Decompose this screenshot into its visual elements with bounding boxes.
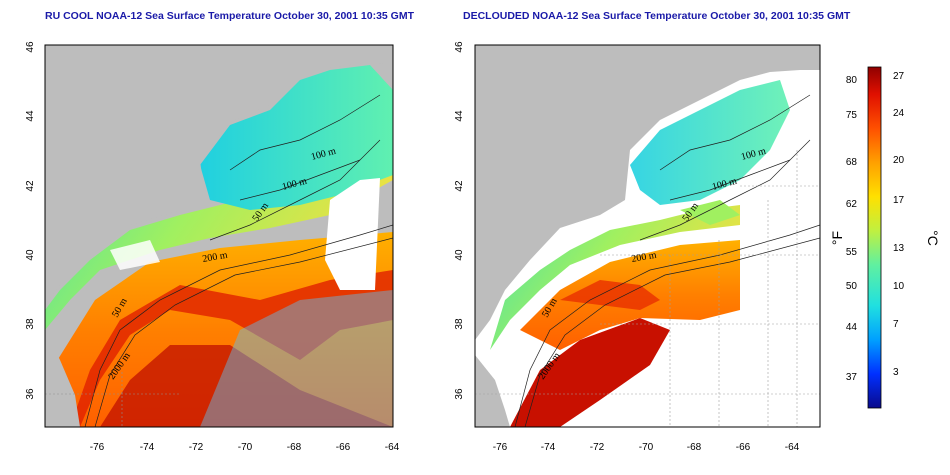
colorbar-c-tick: 27 [893,71,905,82]
colorbar-c-tick: 10 [893,281,905,292]
colorbar-f-tick: 75 [846,110,858,121]
right-y-axis: 46 44 42 40 38 36 [454,41,465,400]
colorbar-fahrenheit-unit: °F [829,231,845,245]
left-cloud-noise [200,290,393,427]
right-contours [514,94,820,427]
right-xtick: -74 [541,442,556,453]
right-ytick: 46 [454,41,465,53]
left-ytick: 44 [25,110,36,122]
left-ytick: 38 [25,318,36,330]
colorbar-f-tick: 37 [846,372,858,383]
left-gulf-core [100,345,393,427]
left-land-north [45,45,393,305]
left-map [45,45,393,427]
right-gulf-stream [510,318,670,427]
right-xtick: -64 [785,442,800,453]
colorbar-gradient [867,66,882,409]
colorbar-c-tick: 17 [893,195,905,206]
left-frame [44,44,394,428]
left-ytick: 46 [25,41,36,53]
right-shelf-patch [680,200,740,225]
left-cloud-patch [325,178,380,290]
right-ytick: 42 [454,180,465,192]
left-ytick: 40 [25,249,36,261]
left-cloud-small [110,240,160,270]
left-xtick: -68 [287,442,302,453]
right-frame [474,44,821,428]
right-land-north [475,45,820,340]
left-gulf-stream [70,270,393,427]
right-xtick: -72 [590,442,605,453]
left-xtick: -66 [336,442,351,453]
left-xtick: -72 [189,442,204,453]
right-label-200m: 200 m [631,250,658,265]
right-land-south [475,355,510,427]
colorbar-c-tick: 3 [893,367,899,378]
colorbar-f-tick: 55 [846,247,858,258]
left-panel-title: RU COOL NOAA-12 Sea Surface Temperature … [45,10,414,22]
left-xtick: -74 [140,442,155,453]
right-ytick: 40 [454,249,465,261]
left-label-200m: 200 m [202,250,229,265]
left-contours [84,94,393,427]
right-ytick: 44 [454,110,465,122]
right-map [475,45,820,427]
colorbar-f-tick: 50 [846,281,858,292]
left-land-south [45,330,80,427]
right-gulf-of-maine [630,80,790,205]
right-warm-eddy [560,280,660,310]
right-grid [475,150,820,427]
left-gulf-of-maine [200,65,393,210]
left-ytick: 36 [25,388,36,400]
right-xtick: -70 [639,442,654,453]
right-xtick: -66 [736,442,751,453]
right-x-axis: -76 -74 -72 -70 -68 -66 -64 [493,442,800,453]
colorbar-f-tick: 80 [846,75,858,86]
left-x-axis: -76 -74 -72 -70 -68 -66 -64 [90,442,400,453]
colorbar: 80 75 68 62 55 50 44 37 27 24 20 17 13 1… [829,66,941,409]
colorbar-f-tick: 44 [846,322,858,333]
colorbar-celsius-unit: °C [925,230,941,246]
left-xtick: -76 [90,442,105,453]
colorbar-c-tick: 13 [893,243,905,254]
right-ytick: 38 [454,318,465,330]
colorbar-f-tick: 62 [846,199,858,210]
right-panel-title: DECLOUDED NOAA-12 Sea Surface Temperatur… [463,10,851,22]
colorbar-c-tick: 24 [893,108,905,119]
colorbar-f-tick: 68 [846,157,858,168]
colorbar-c-tick: 20 [893,155,905,166]
left-y-axis: 46 44 42 40 38 36 [25,41,36,400]
colorbar-c-tick: 7 [893,319,899,330]
right-xtick: -76 [493,442,508,453]
left-grid [45,372,180,427]
left-xtick: -70 [238,442,253,453]
right-ytick: 36 [454,388,465,400]
right-xtick: -68 [687,442,702,453]
left-xtick: -64 [385,442,400,453]
left-ytick: 42 [25,180,36,192]
